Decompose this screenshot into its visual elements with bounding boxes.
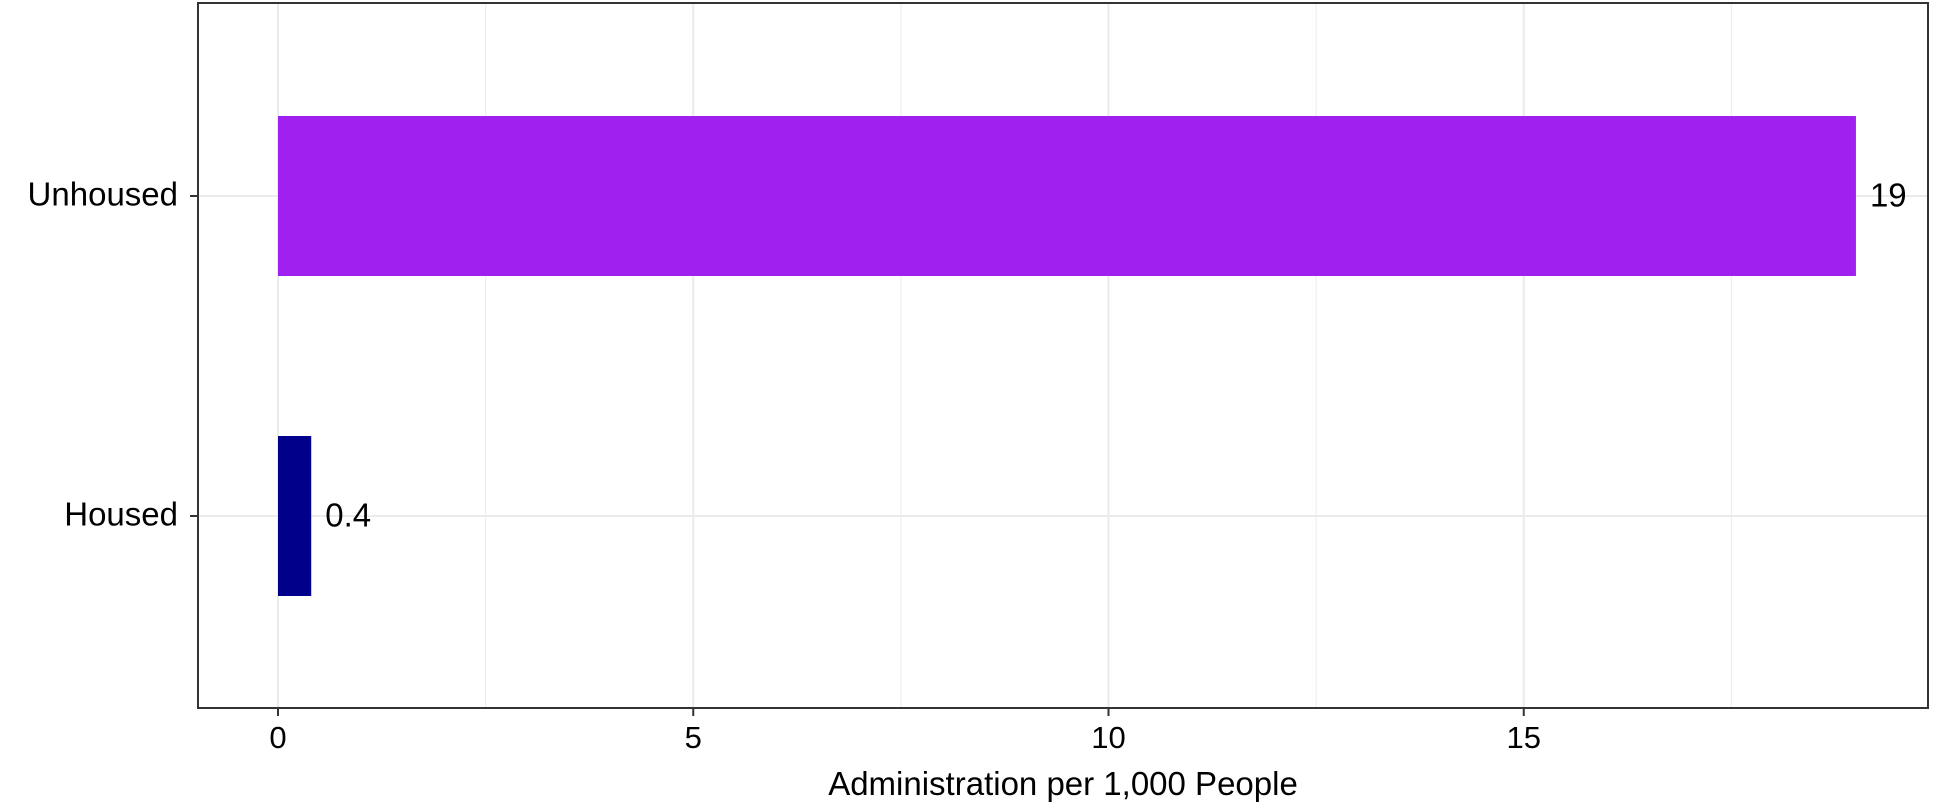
bar-housed	[278, 436, 312, 596]
data-labels: 0.4 19	[325, 177, 1906, 534]
x-tick-label: 5	[685, 720, 702, 755]
y-axis: Housed Unhoused	[28, 176, 198, 533]
y-tick-label-housed: Housed	[64, 496, 178, 533]
x-axis-title: Administration per 1,000 People	[828, 765, 1298, 802]
x-tick-label: 10	[1091, 720, 1125, 755]
value-label-housed: 0.4	[325, 497, 371, 534]
bars	[278, 116, 1856, 596]
x-axis: 0 5 10 15	[269, 708, 1541, 755]
y-tick-label-unhoused: Unhoused	[28, 176, 178, 213]
x-tick-label: 15	[1507, 720, 1541, 755]
plot-border	[197, 2, 1929, 709]
bar-unhoused	[278, 116, 1856, 276]
x-tick-label: 0	[269, 720, 286, 755]
value-label-unhoused: 19	[1870, 177, 1907, 214]
